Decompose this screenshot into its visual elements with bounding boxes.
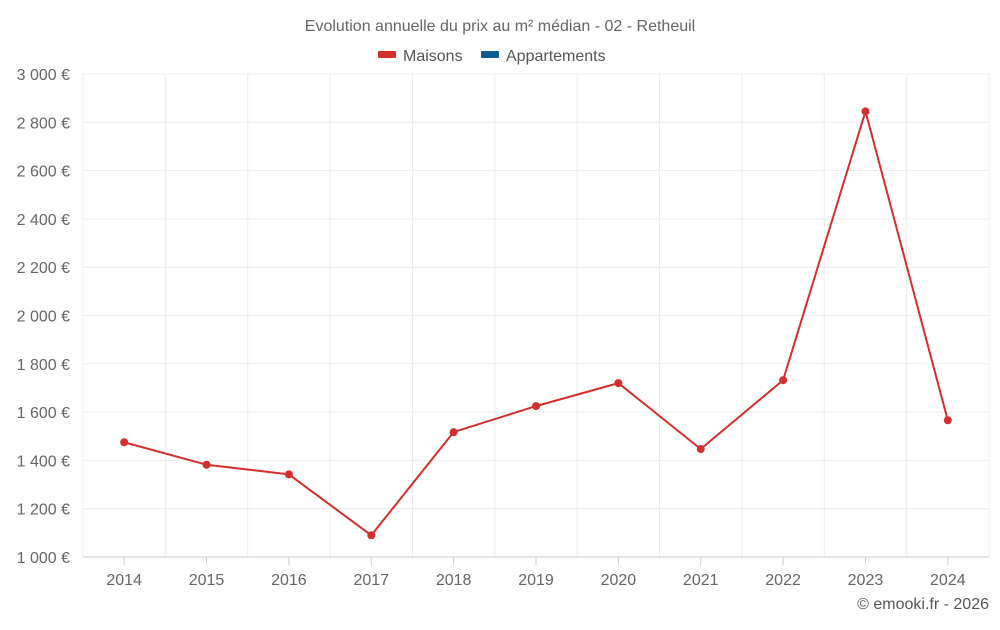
data-point-maisons-2024[interactable]: [943, 416, 952, 425]
chart-title: Evolution annuelle du prix au m² médian …: [305, 18, 695, 35]
legend-swatch-appartements: [481, 51, 499, 58]
data-point-maisons-2014[interactable]: [120, 438, 129, 447]
y-tick-label: 1 200 €: [17, 502, 70, 519]
legend-swatch-maisons: [378, 51, 396, 58]
data-point-maisons-2019[interactable]: [532, 402, 540, 411]
legend-item-appartements[interactable]: Appartements: [481, 48, 606, 65]
y-tick-label: 1 800 €: [17, 357, 70, 374]
y-tick-label: 2 200 €: [17, 260, 70, 277]
x-tick-label: 2024: [930, 572, 966, 589]
y-tick-label: 2 600 €: [17, 164, 70, 181]
data-point-maisons-2015[interactable]: [202, 460, 211, 469]
y-tick-label: 2 400 €: [17, 212, 70, 229]
gridlines: [82, 73, 990, 558]
legend-label-maisons: Maisons: [403, 48, 463, 65]
data-point-maisons-2022[interactable]: [779, 376, 788, 385]
y-tick-label: 2 800 €: [17, 115, 70, 132]
x-tick-label: 2019: [518, 572, 554, 589]
x-tick-label: 2014: [106, 572, 142, 589]
x-tick-label: 2023: [848, 572, 884, 589]
data-point-maisons-2020[interactable]: [614, 379, 623, 388]
credit-text: © emooki.fr - 2026: [857, 596, 989, 613]
y-tick-label: 3 000 €: [17, 67, 70, 84]
y-tick-label: 1 400 €: [17, 453, 70, 470]
x-tick-label: 2015: [189, 572, 225, 589]
data-point-maisons-2016[interactable]: [284, 470, 293, 479]
data-point-maisons-2018[interactable]: [449, 428, 458, 437]
y-tick-label: 1 000 €: [17, 550, 70, 567]
x-tick-label: 2016: [271, 572, 307, 589]
data-point-maisons-2023[interactable]: [861, 107, 870, 116]
x-axis: 2014 2015 2016 2017 2018 2019 2020 2021 2022 2023…: [83, 556, 989, 589]
y-axis: 1 000 € 1 200 € 1 400 € 1 600 € 1 800 € 2 000…: [17, 67, 70, 567]
legend: Maisons Appartements: [378, 48, 606, 65]
y-tick-label: 1 600 €: [17, 405, 70, 422]
data-point-maisons-2017[interactable]: [367, 531, 376, 540]
legend-label-appartements: Appartements: [506, 48, 606, 65]
x-tick-label: 2021: [683, 572, 719, 589]
x-tick-label: 2020: [601, 572, 637, 589]
data-point-maisons-2021[interactable]: [696, 445, 705, 454]
legend-item-maisons[interactable]: Maisons: [378, 48, 463, 65]
x-tick-label: 2022: [765, 572, 801, 589]
x-tick-label: 2017: [353, 572, 389, 589]
series-layer: [120, 107, 952, 540]
y-tick-label: 2 000 €: [17, 309, 70, 326]
x-tick-label: 2018: [436, 572, 472, 589]
